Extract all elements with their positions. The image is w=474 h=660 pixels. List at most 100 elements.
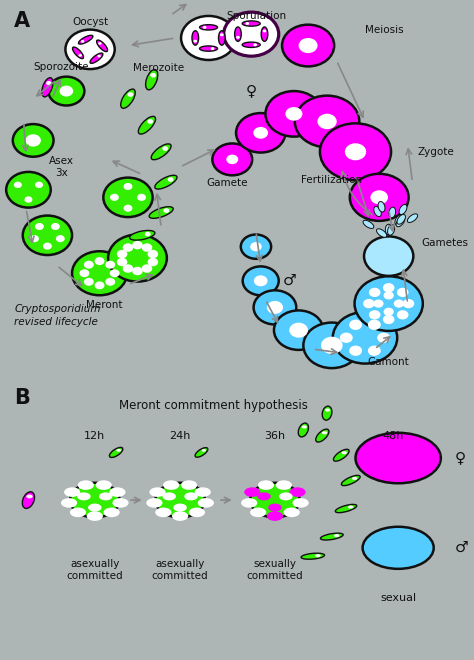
- Circle shape: [147, 250, 158, 258]
- Circle shape: [198, 498, 214, 508]
- Circle shape: [403, 299, 414, 308]
- Circle shape: [274, 310, 323, 350]
- Ellipse shape: [192, 31, 199, 45]
- Circle shape: [110, 194, 119, 201]
- Ellipse shape: [341, 475, 360, 486]
- Text: 36h: 36h: [264, 431, 285, 441]
- Circle shape: [79, 54, 82, 57]
- Circle shape: [87, 512, 103, 521]
- Circle shape: [290, 487, 306, 497]
- Ellipse shape: [374, 207, 381, 216]
- Ellipse shape: [73, 47, 83, 59]
- Circle shape: [321, 337, 343, 354]
- Circle shape: [350, 174, 409, 221]
- Circle shape: [142, 264, 152, 273]
- Ellipse shape: [250, 483, 300, 517]
- Ellipse shape: [79, 35, 93, 44]
- Text: ♀: ♀: [246, 84, 257, 98]
- Ellipse shape: [333, 449, 349, 461]
- Text: Meiosis: Meiosis: [365, 25, 403, 36]
- Text: sexual: sexual: [380, 593, 416, 603]
- Circle shape: [349, 346, 362, 356]
- Ellipse shape: [301, 553, 325, 559]
- Text: Cryptosporidium
revised lifecycle: Cryptosporidium revised lifecycle: [14, 304, 100, 327]
- Circle shape: [363, 299, 374, 308]
- Circle shape: [369, 288, 381, 297]
- Circle shape: [374, 300, 383, 308]
- Text: Zygote: Zygote: [417, 147, 454, 157]
- Ellipse shape: [389, 207, 396, 218]
- Circle shape: [35, 223, 44, 230]
- Ellipse shape: [146, 69, 158, 90]
- Circle shape: [268, 504, 282, 512]
- Text: B: B: [14, 388, 30, 408]
- Ellipse shape: [385, 224, 392, 235]
- Circle shape: [84, 261, 94, 269]
- Ellipse shape: [121, 89, 135, 108]
- Circle shape: [349, 319, 362, 330]
- Circle shape: [285, 107, 302, 121]
- Text: 24h: 24h: [169, 431, 191, 441]
- Text: Sporulation: Sporulation: [226, 11, 286, 21]
- Circle shape: [342, 451, 347, 454]
- Circle shape: [117, 258, 128, 266]
- Circle shape: [105, 278, 115, 286]
- Circle shape: [243, 267, 279, 295]
- Circle shape: [244, 487, 260, 497]
- Circle shape: [103, 508, 120, 517]
- Circle shape: [81, 40, 84, 43]
- Ellipse shape: [378, 201, 385, 212]
- Circle shape: [26, 134, 41, 147]
- Text: Asex
3x: Asex 3x: [49, 156, 74, 178]
- Circle shape: [142, 244, 152, 252]
- Circle shape: [352, 477, 357, 480]
- Circle shape: [193, 40, 197, 43]
- Text: Oocyst: Oocyst: [72, 16, 108, 26]
- Circle shape: [60, 86, 73, 96]
- Ellipse shape: [200, 46, 218, 51]
- Text: Sporozoite: Sporozoite: [33, 62, 89, 72]
- Circle shape: [137, 194, 146, 201]
- Circle shape: [97, 55, 101, 57]
- Circle shape: [368, 346, 381, 356]
- Circle shape: [13, 124, 54, 156]
- Ellipse shape: [298, 423, 309, 437]
- Circle shape: [98, 42, 101, 45]
- Ellipse shape: [97, 40, 108, 51]
- Circle shape: [348, 506, 353, 509]
- Text: sexually
committed: sexually committed: [246, 559, 303, 581]
- Circle shape: [6, 172, 51, 208]
- Circle shape: [279, 492, 292, 500]
- Ellipse shape: [322, 406, 332, 420]
- Circle shape: [236, 36, 240, 39]
- Ellipse shape: [151, 144, 171, 160]
- Circle shape: [70, 508, 86, 517]
- Circle shape: [368, 319, 381, 330]
- Circle shape: [145, 232, 151, 236]
- Circle shape: [51, 223, 60, 230]
- Circle shape: [253, 127, 268, 139]
- Circle shape: [88, 504, 101, 512]
- Circle shape: [56, 235, 65, 242]
- Circle shape: [46, 81, 52, 85]
- Circle shape: [146, 498, 163, 508]
- Circle shape: [355, 277, 423, 331]
- Circle shape: [27, 494, 33, 498]
- Circle shape: [267, 301, 283, 314]
- Circle shape: [124, 183, 132, 190]
- Circle shape: [117, 250, 128, 258]
- Ellipse shape: [200, 24, 218, 30]
- Circle shape: [195, 487, 211, 497]
- Text: Gametes: Gametes: [422, 238, 469, 248]
- Circle shape: [320, 123, 391, 180]
- Circle shape: [189, 508, 205, 517]
- Circle shape: [201, 449, 206, 451]
- Circle shape: [226, 154, 238, 164]
- Circle shape: [210, 47, 214, 50]
- Ellipse shape: [335, 504, 357, 513]
- Circle shape: [108, 234, 167, 282]
- Text: ♂: ♂: [283, 273, 296, 288]
- Circle shape: [103, 178, 153, 217]
- Circle shape: [203, 26, 207, 29]
- Ellipse shape: [129, 230, 155, 240]
